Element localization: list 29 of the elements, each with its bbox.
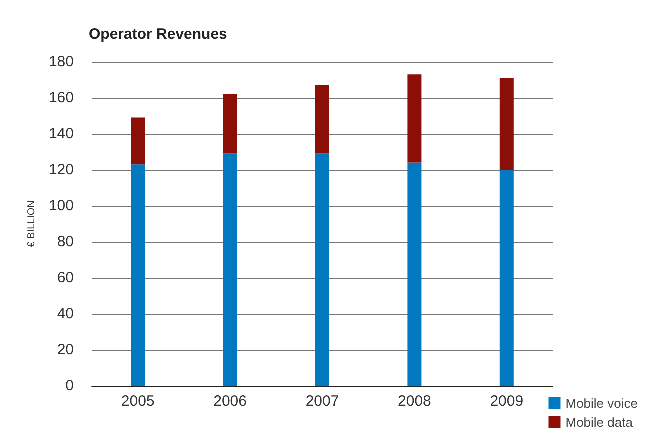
y-tick-label: 20 — [57, 342, 74, 358]
bar — [408, 74, 422, 163]
y-tick-label: 60 — [57, 270, 74, 286]
y-tick-label: 0 — [66, 378, 74, 394]
x-tick-label: 2006 — [214, 393, 247, 410]
bar — [500, 78, 514, 170]
bar — [223, 94, 238, 154]
legend-label: Mobile voice — [566, 396, 638, 411]
y-tick-label: 120 — [48, 162, 74, 178]
y-tick-label: 160 — [48, 90, 74, 106]
y-tick-label: 100 — [48, 198, 74, 214]
y-tick-label: 40 — [57, 306, 74, 322]
y-tick-label: 80 — [57, 234, 74, 250]
x-tick-label: 2008 — [398, 393, 432, 410]
bar — [500, 170, 514, 386]
x-tick-label: 2005 — [121, 393, 155, 410]
bar — [316, 154, 330, 386]
x-tick-label: 2007 — [306, 393, 340, 410]
y-tick-label: 180 — [48, 54, 74, 70]
y-tick-label: 140 — [48, 126, 74, 142]
legend-label: Mobile data — [566, 415, 634, 430]
bar — [223, 154, 238, 386]
bar — [131, 164, 146, 386]
bar — [408, 162, 422, 386]
bar — [316, 85, 330, 154]
chart-title: Operator Revenues — [89, 26, 228, 43]
y-axis-title: € BILLION — [26, 200, 38, 248]
bar — [131, 118, 146, 165]
x-tick-label: 2009 — [490, 393, 524, 410]
